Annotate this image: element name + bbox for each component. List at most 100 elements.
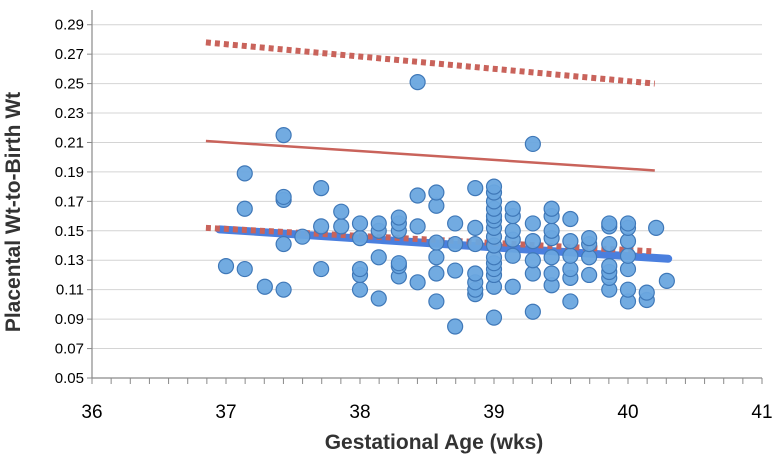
data-point (275, 281, 292, 298)
data-point (428, 265, 445, 282)
data-point (447, 215, 464, 232)
data-point (294, 228, 311, 245)
data-point (428, 249, 445, 266)
x-tick-label: 38 (349, 402, 370, 423)
data-point (370, 215, 387, 232)
data-point (504, 222, 521, 239)
y-tick-label: 0.25 (55, 76, 84, 93)
data-point (351, 215, 369, 232)
data-point (504, 200, 521, 217)
data-point (256, 278, 273, 295)
tick-labels: 0.05 0.07 0.09 0.11 0.13 0.15 0.17 0.19 0.21 0.23… (55, 17, 773, 423)
data-point (524, 233, 541, 250)
x-tick-label: 40 (617, 402, 638, 423)
data-point (638, 284, 655, 301)
data-point (351, 230, 369, 247)
data-point (543, 200, 560, 217)
data-point (601, 235, 618, 253)
data-point (236, 165, 253, 182)
data-point (447, 262, 464, 279)
data-point (619, 247, 637, 264)
data-point (562, 210, 579, 228)
data-point (409, 187, 426, 204)
y-tick-label: 0.13 (55, 252, 84, 269)
data-point (524, 252, 541, 269)
confidence-bound-line (205, 224, 655, 255)
data-point (313, 260, 330, 278)
data-point (504, 278, 521, 295)
x-tick-label: 39 (483, 402, 504, 423)
y-tick-label: 0.29 (55, 17, 84, 34)
data-point (581, 230, 598, 247)
data-point (562, 247, 579, 264)
gridlines (92, 24, 762, 350)
data-point (390, 209, 407, 226)
data-point (409, 274, 426, 291)
data-point (543, 249, 560, 266)
x-tick-label: 36 (81, 402, 102, 423)
axes (87, 10, 763, 384)
data-point (351, 260, 369, 278)
data-point (236, 200, 253, 217)
data-point (409, 218, 426, 235)
data-point (601, 258, 618, 275)
data-point (370, 249, 387, 266)
data-point (275, 127, 292, 144)
data-point (543, 265, 560, 282)
data-point (333, 218, 350, 235)
y-tick-label: 0.07 (55, 341, 84, 358)
data-point (236, 260, 253, 278)
data-point (217, 258, 235, 275)
y-tick-label: 0.17 (55, 193, 84, 210)
x-axis-title: Gestational Age (wks) (325, 431, 544, 454)
trend-lines (205, 39, 673, 263)
y-tick-label: 0.23 (55, 105, 84, 122)
y-tick-label: 0.21 (55, 134, 84, 151)
data-point (447, 318, 464, 335)
y-tick-label: 0.05 (55, 370, 84, 387)
data-point (370, 290, 387, 307)
data-point (467, 180, 484, 197)
x-tick-label: 37 (215, 402, 236, 423)
y-tick-label: 0.15 (55, 223, 84, 240)
data-point (428, 184, 445, 201)
y-tick-label: 0.19 (55, 164, 84, 181)
data-point (333, 203, 350, 220)
data-point (275, 188, 292, 206)
data-point (351, 281, 369, 298)
data-point (619, 281, 637, 298)
data-point (658, 272, 675, 289)
data-point (524, 135, 541, 153)
data-point (428, 293, 445, 310)
data-point (543, 222, 560, 239)
data-point (313, 180, 330, 197)
data-point (467, 219, 484, 236)
data-point (524, 215, 541, 232)
data-point (409, 74, 426, 91)
data-point (648, 219, 665, 236)
data-point (524, 303, 541, 320)
y-tick-label: 0.09 (55, 311, 84, 328)
data-point (581, 266, 598, 284)
data-point (562, 293, 579, 310)
data-point (467, 235, 484, 253)
x-tick-label: 41 (751, 402, 772, 423)
y-axis-title: Placental Wt-to-Birth Wt (2, 92, 25, 332)
data-point (275, 235, 292, 253)
y-tick-label: 0.11 (56, 282, 84, 299)
data-point (485, 178, 503, 195)
data-points (217, 74, 675, 335)
data-point (313, 218, 330, 235)
y-tick-label: 0.27 (55, 46, 84, 63)
confidence-bound-line (205, 39, 656, 87)
data-point (485, 309, 503, 326)
data-point (601, 215, 618, 232)
data-point (428, 234, 445, 251)
data-point (467, 265, 484, 282)
data-point (504, 247, 521, 264)
data-point (562, 233, 579, 250)
data-point (390, 255, 407, 272)
upper-limit-line (205, 139, 655, 172)
